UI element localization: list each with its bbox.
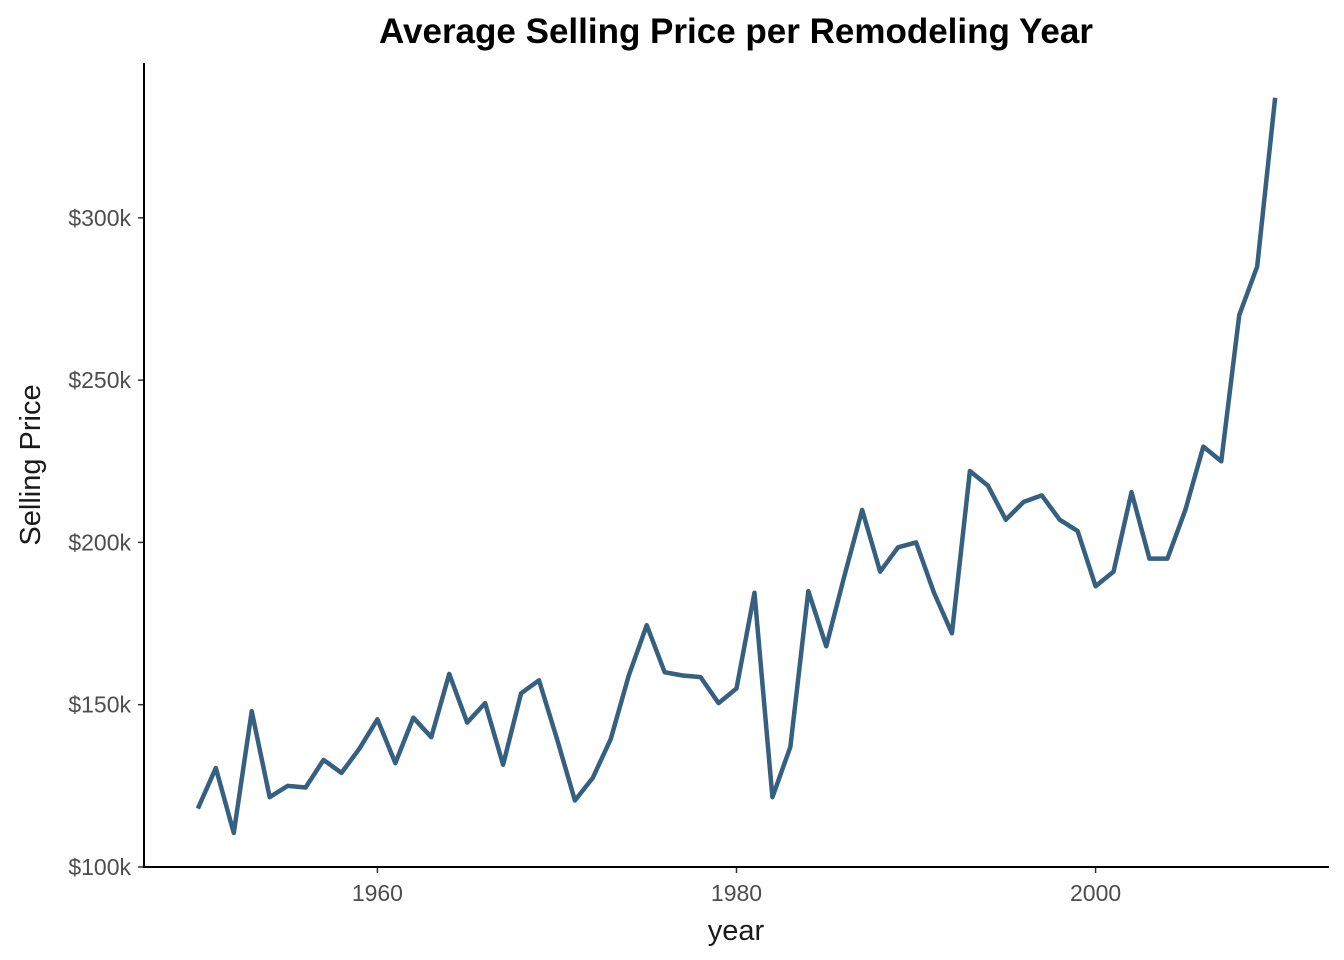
series-line-0: [195, 97, 1278, 836]
x-tick-label: 1980: [711, 880, 762, 906]
y-tick-label: $100k: [68, 854, 131, 880]
chart-title: Average Selling Price per Remodeling Yea…: [379, 12, 1093, 51]
x-tick-label: 2000: [1070, 880, 1121, 906]
y-tick-label: $200k: [68, 529, 131, 555]
y-axis-ticks: $100k $150k $200k $250k $300k: [68, 205, 144, 880]
x-axis-title: year: [708, 915, 765, 947]
y-axis-title: Selling Price: [15, 384, 47, 545]
series-layer: [195, 97, 1278, 836]
x-axis-ticks: 1960 1980 2000: [352, 867, 1121, 906]
y-tick-label: $150k: [68, 692, 131, 718]
y-tick-label: $250k: [68, 367, 131, 393]
y-tick-label: $300k: [68, 205, 131, 231]
x-tick-label: 1960: [352, 880, 403, 906]
